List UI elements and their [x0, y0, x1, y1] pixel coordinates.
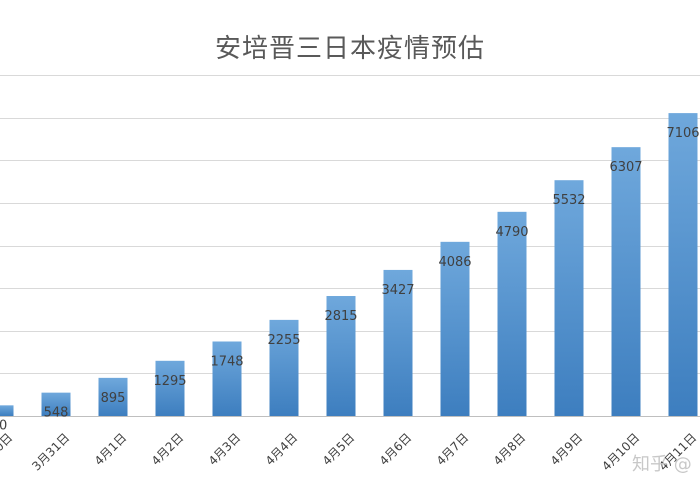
bar — [212, 341, 242, 416]
chart-title: 安培晋三日本疫情预估 — [214, 34, 485, 64]
x-tick-label: 4月4日 — [263, 430, 301, 468]
x-tick-label: 4月8日 — [491, 430, 529, 468]
x-tick-label: 4月6日 — [377, 430, 415, 468]
data-label: 7106 — [666, 126, 699, 141]
data-label: 2255 — [267, 333, 300, 348]
bar — [668, 113, 698, 416]
data-label: 1748 — [210, 354, 243, 369]
bar — [554, 180, 584, 416]
x-tick-label: 4月5日 — [320, 430, 358, 468]
x-tick-label: 4月3日 — [206, 430, 244, 468]
data-label: 4790 — [495, 225, 528, 240]
data-label: 5532 — [552, 193, 585, 208]
x-tick-label: 3月30日 — [0, 430, 15, 473]
data-label: 4086 — [438, 255, 471, 270]
bar — [0, 405, 14, 416]
x-tick-label: 4月9日 — [548, 430, 586, 468]
bar — [326, 296, 356, 416]
data-label: 6307 — [609, 160, 642, 175]
bar — [269, 319, 299, 416]
data-label: 2815 — [324, 309, 357, 324]
bar — [497, 211, 527, 416]
x-tick-label: 3月31日 — [29, 430, 72, 473]
bar — [98, 377, 128, 416]
x-tick-label: 4月1日 — [92, 430, 130, 468]
bar-layer — [0, 113, 698, 416]
data-label-layer: 50 548 895 1295 1748 2255 2815 3427 4086 4790 5532… — [0, 126, 700, 433]
x-tick-layer: 3月30日 3月31日 4月1日 4月2日 4月3日 4月4日 4月5日 4月6日 4月7日 4月… — [0, 430, 699, 473]
bar — [383, 269, 413, 416]
watermark: 知乎 @ — [632, 454, 692, 475]
bar — [440, 241, 470, 416]
data-label: 50 — [0, 418, 7, 433]
data-label: 548 — [44, 406, 69, 421]
data-label: 895 — [101, 391, 126, 406]
bar — [41, 392, 71, 416]
data-label: 3427 — [381, 283, 414, 298]
x-tick-label: 4月2日 — [149, 430, 187, 468]
bar — [155, 360, 185, 416]
x-tick-label: 4月7日 — [434, 430, 472, 468]
bar — [611, 147, 641, 416]
data-label: 1295 — [153, 374, 186, 389]
